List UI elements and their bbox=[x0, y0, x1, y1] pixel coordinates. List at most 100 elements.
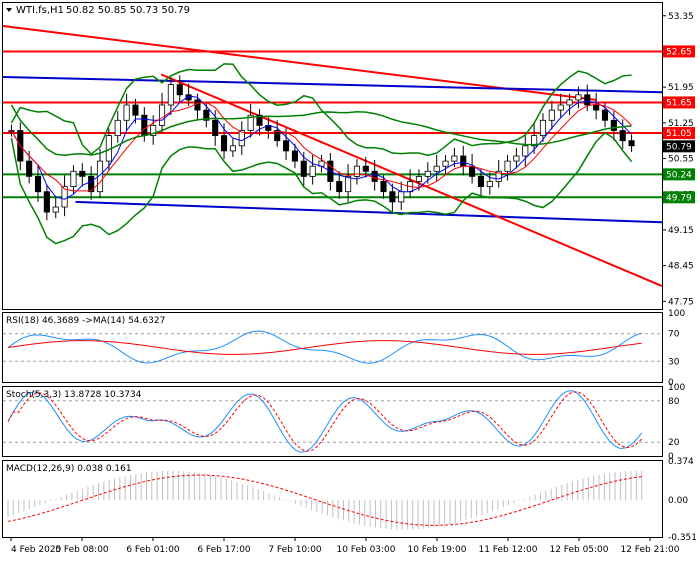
rsi-layer bbox=[3, 330, 662, 364]
candle-body bbox=[345, 175, 352, 193]
candle-body bbox=[557, 104, 564, 111]
price-tag bbox=[663, 127, 695, 140]
macd-signal-line bbox=[7, 474, 642, 526]
y-tick-label: 50.55 bbox=[668, 155, 694, 165]
candle-body bbox=[601, 109, 609, 121]
macd-title: MACD(12,26,9) 0.038 0.161 bbox=[6, 464, 132, 474]
candle-body bbox=[593, 104, 600, 111]
indicator-tick-label: 0 bbox=[668, 452, 674, 462]
candle-body bbox=[460, 155, 467, 167]
candle-body bbox=[451, 155, 458, 162]
indicator-tick-label: -0.351 bbox=[668, 533, 697, 543]
macd-layer bbox=[7, 470, 643, 530]
candle-body bbox=[389, 191, 396, 203]
ma-slow-line bbox=[10, 101, 632, 192]
candle-body bbox=[274, 130, 281, 142]
candle-body bbox=[619, 130, 626, 142]
axis-layer: 53.3552.6551.9551.2550.5549.8549.1548.45… bbox=[10, 12, 697, 555]
macd-pane-frame bbox=[2, 460, 663, 538]
candle-body bbox=[300, 160, 307, 177]
candle-body bbox=[167, 84, 174, 106]
chevron-down-icon[interactable] bbox=[6, 8, 12, 12]
candle-body bbox=[203, 109, 210, 121]
candle-body bbox=[141, 114, 148, 136]
ma-fast-line bbox=[10, 95, 632, 200]
main-pane-frame bbox=[2, 2, 663, 310]
candle-body bbox=[336, 181, 343, 193]
candle-body bbox=[61, 186, 68, 208]
indicator-tick-label: 100 bbox=[668, 309, 685, 319]
candle-body bbox=[531, 135, 538, 147]
candle-body bbox=[539, 119, 547, 137]
candle-body bbox=[477, 175, 485, 187]
candle-body bbox=[212, 119, 219, 137]
indicator-tick-label: 80 bbox=[668, 397, 680, 407]
indicator-tick-label: 0.374 bbox=[668, 457, 694, 467]
candle-body bbox=[522, 145, 529, 157]
indicator-tick-label: 20 bbox=[668, 438, 680, 448]
candle-body bbox=[584, 94, 591, 106]
candle-body bbox=[513, 155, 520, 162]
x-tick-label: 6 Feb 01:00 bbox=[126, 545, 180, 555]
trend-line bbox=[160, 73, 663, 287]
candle-body bbox=[43, 191, 50, 213]
price-tag-label: 52.65 bbox=[666, 47, 692, 57]
candle-body bbox=[79, 170, 86, 177]
candle-body bbox=[610, 119, 617, 131]
rsi-pane-frame bbox=[2, 312, 663, 383]
candle-body bbox=[52, 206, 59, 213]
candle-body bbox=[309, 165, 316, 177]
candle-body bbox=[70, 170, 77, 188]
candle-body bbox=[150, 125, 157, 137]
price-tag bbox=[663, 96, 695, 109]
candle-body bbox=[238, 130, 245, 147]
candle-body bbox=[353, 165, 360, 177]
price-tag-label: 51.05 bbox=[666, 129, 692, 139]
candle-body bbox=[256, 114, 263, 126]
candle-body bbox=[26, 160, 33, 177]
candle-body bbox=[469, 165, 476, 177]
y-tick-label: 51.95 bbox=[668, 83, 694, 93]
x-tick-label: 7 Feb 10:00 bbox=[268, 545, 322, 555]
rsi-ma-line bbox=[7, 340, 642, 355]
candle-body bbox=[229, 145, 236, 152]
price-tag bbox=[663, 191, 695, 204]
candle-body bbox=[123, 104, 130, 121]
price-tag bbox=[663, 45, 695, 58]
chart-symbol: WTI.fs,H1 bbox=[16, 5, 64, 16]
candle-body bbox=[628, 140, 635, 147]
candle-body bbox=[380, 181, 387, 193]
candle-body bbox=[486, 181, 493, 187]
candle-body bbox=[34, 175, 42, 193]
candle-body bbox=[398, 191, 405, 203]
candle-body bbox=[575, 94, 582, 101]
candle-body bbox=[495, 170, 502, 182]
indicator-tick-label: 70 bbox=[668, 330, 680, 340]
price-tag bbox=[663, 140, 695, 153]
x-tick-label: 5 Feb 08:00 bbox=[55, 545, 109, 555]
indicator-tick-label: 0.00 bbox=[668, 496, 688, 506]
indicator-tick-label: 0 bbox=[668, 378, 674, 388]
chart-ohlc: 50.82 50.85 50.73 50.79 bbox=[66, 5, 190, 16]
candle-body bbox=[194, 99, 201, 111]
rsi-line bbox=[7, 330, 642, 364]
candle-body bbox=[158, 104, 166, 126]
candle-body bbox=[548, 109, 555, 121]
x-tick-label: 4 Feb 2020 bbox=[11, 545, 62, 555]
stoch-pane-frame bbox=[2, 386, 663, 457]
x-tick-label: 10 Feb 19:00 bbox=[407, 545, 466, 555]
trend-line bbox=[75, 200, 663, 224]
candle-body bbox=[504, 160, 511, 172]
candle-body bbox=[176, 84, 183, 96]
stoch-title: Stoch(5,3,3) 13.8728 10.3734 bbox=[6, 390, 142, 400]
candle-body bbox=[132, 104, 139, 116]
x-tick-label: 12 Feb 21:00 bbox=[620, 545, 679, 555]
candle-body bbox=[247, 114, 254, 131]
candle-body bbox=[291, 150, 298, 162]
price-tag-label: 51.65 bbox=[666, 98, 692, 108]
candle-body bbox=[362, 165, 369, 172]
y-tick-label: 48.45 bbox=[668, 262, 694, 272]
price-tag-label: 50.24 bbox=[666, 170, 692, 180]
indicator-tick-label: 30 bbox=[668, 357, 680, 367]
